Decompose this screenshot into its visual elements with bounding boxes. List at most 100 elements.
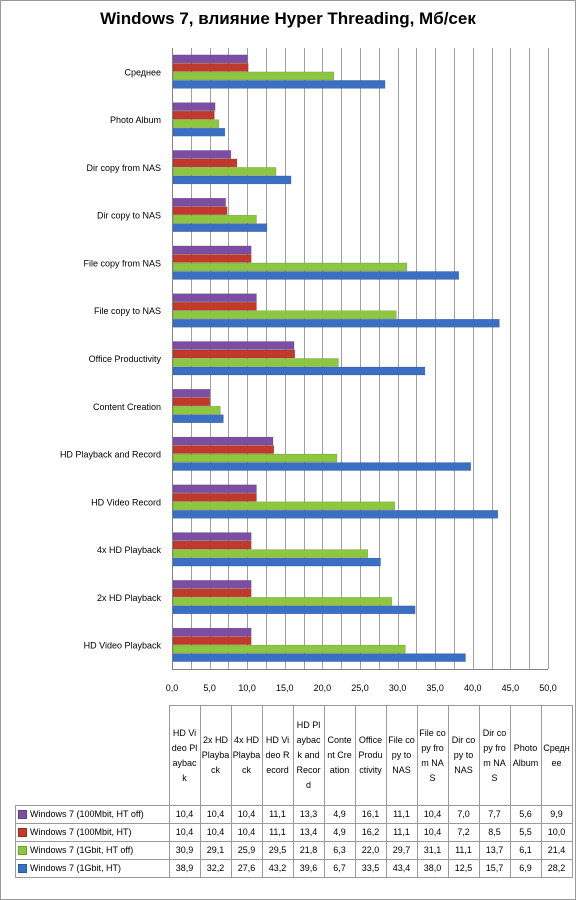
bar — [172, 580, 252, 589]
table-row: Windows 7 (1Gbit, HT off) 30,9 29,1 25,9 29,… — [15, 841, 573, 860]
bar — [172, 549, 369, 558]
x-tick-label: 5,0 — [203, 683, 216, 693]
table-cell: 4,9 — [323, 805, 356, 824]
table-column-header: HD Video Playback — [168, 705, 201, 806]
bar — [172, 71, 335, 81]
table-cell: 10,4 — [230, 805, 263, 824]
bar — [172, 158, 238, 168]
table-cell: 10,0 — [540, 823, 573, 842]
bar — [172, 349, 296, 359]
bar — [172, 254, 252, 263]
category-label: HD Video Playback — [84, 641, 162, 651]
category-label: HD Playback and Record — [60, 450, 161, 460]
x-tick-label: 0,0 — [166, 683, 179, 693]
bar — [172, 63, 249, 72]
table-column-header: HD Video Record — [261, 705, 294, 806]
table-header-row: HD Video Playback 2x HD Playback 4x HD Pla… — [15, 705, 573, 806]
category-label: 2x HD Playback — [97, 593, 162, 603]
table-cell: 12,5 — [447, 859, 480, 878]
series-name-cell: Windows 7 (100Mbit, HT) — [15, 823, 170, 842]
table-cell: 7,0 — [447, 805, 480, 824]
bar — [172, 150, 232, 159]
table-cell: 39,6 — [292, 859, 325, 878]
legend-swatch — [18, 846, 27, 856]
table-column-header: 2x HD Playback — [199, 705, 232, 806]
bar — [172, 318, 500, 328]
bar — [172, 245, 252, 255]
category-label: Office Productivity — [89, 354, 162, 364]
bar — [172, 532, 252, 541]
bar — [172, 301, 257, 311]
bar — [172, 223, 268, 232]
bar — [172, 493, 257, 502]
bar — [172, 214, 257, 224]
axes — [172, 48, 548, 670]
table-column-header: Dir copy to NAS — [447, 705, 480, 806]
table-row: Windows 7 (100Mbit, HT) 10,4 10,4 10,4 11,1 1… — [15, 823, 573, 842]
table-cell: 22,0 — [354, 841, 387, 860]
category-label: File copy to NAS — [94, 306, 161, 316]
table-cell: 10,4 — [199, 823, 232, 842]
table-cell: 13,7 — [478, 841, 511, 860]
bar — [172, 406, 221, 415]
bar — [172, 397, 211, 407]
category-labels: HD Video Playback 2x HD Playback 4x HD Pla… — [60, 67, 162, 650]
table-cell: 6,3 — [323, 841, 356, 860]
x-tick-label: 20,0 — [314, 683, 332, 693]
bar — [172, 445, 275, 454]
table-column-header: Среднее — [540, 705, 573, 806]
table-cell: 6,9 — [509, 859, 542, 878]
table-column-header: Content Creation — [323, 705, 356, 806]
bar — [172, 644, 406, 654]
table-cell: 5,5 — [509, 823, 542, 842]
category-label: 4x HD Playback — [97, 545, 162, 555]
bar — [172, 110, 215, 120]
table-row: Windows 7 (1Gbit, HT) 38,9 32,2 27,6 43,2 39,… — [15, 859, 573, 878]
table-cell: 10,4 — [416, 823, 449, 842]
table-cell: 6,1 — [509, 841, 542, 860]
x-tick-label: 35,0 — [426, 683, 444, 693]
table-column-header: 4x HD Playback — [230, 705, 263, 806]
bar — [172, 636, 252, 645]
table-cell: 9,9 — [540, 805, 573, 824]
category-label: Content Creation — [93, 402, 161, 412]
table-cell: 25,9 — [230, 841, 263, 860]
bar — [172, 262, 408, 272]
bar — [172, 310, 397, 319]
table-cell: 5,6 — [509, 805, 542, 824]
series-name: Windows 7 (100Mbit, HT off) — [30, 809, 144, 819]
bar — [172, 484, 257, 494]
table-column-header: HD Playback and Record — [292, 705, 325, 806]
table-cell: 10,4 — [168, 823, 201, 842]
bar — [172, 167, 277, 176]
table-cell: 13,4 — [292, 823, 325, 842]
bar — [172, 453, 338, 463]
x-tick-label: 10,0 — [238, 683, 256, 693]
table-cell: 6,7 — [323, 859, 356, 878]
bar — [172, 341, 295, 350]
legend-swatch — [18, 828, 27, 838]
table-cell: 43,4 — [385, 859, 418, 878]
x-tick-label: 40,0 — [464, 683, 482, 693]
bar — [172, 588, 252, 598]
bar — [172, 653, 466, 662]
series-name-cell: Windows 7 (100Mbit, HT off) — [15, 805, 170, 824]
table-row: Windows 7 (100Mbit, HT off) 10,4 10,4 10,4 1… — [15, 805, 573, 824]
table-cell: 15,7 — [478, 859, 511, 878]
table-cell: 11,1 — [385, 823, 418, 842]
bar — [172, 557, 381, 567]
table-cell: 38,0 — [416, 859, 449, 878]
bar — [172, 510, 499, 519]
bar — [172, 206, 228, 215]
table-cell: 11,1 — [447, 841, 480, 860]
table-cell: 29,7 — [385, 841, 418, 860]
table-cell: 16,1 — [354, 805, 387, 824]
legend-swatch — [18, 864, 27, 874]
bar — [172, 597, 393, 606]
table-cell: 30,9 — [168, 841, 201, 860]
bars — [172, 54, 500, 662]
table-cell: 29,5 — [261, 841, 294, 860]
table-cell: 7,7 — [478, 805, 511, 824]
category-label: Photo Album — [110, 115, 161, 125]
category-label: File copy from NAS — [83, 258, 161, 268]
